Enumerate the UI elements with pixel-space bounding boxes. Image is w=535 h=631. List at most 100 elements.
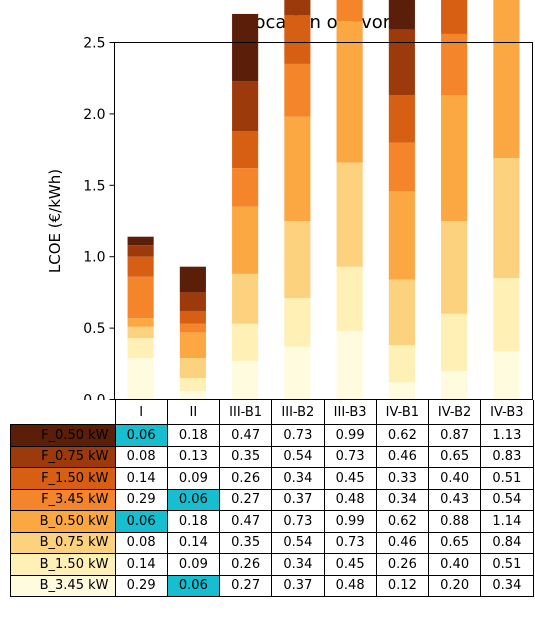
table-cell: 0.88 (428, 510, 482, 533)
table-cell: 0.99 (323, 424, 377, 447)
bar-segment (232, 323, 259, 361)
table-cell: 0.08 (114, 531, 168, 554)
row-label: B_3.45 kW (10, 574, 116, 597)
y-tick-label: 2.0 (83, 107, 105, 123)
bar-segment (284, 15, 311, 64)
column-header: III-B3 (323, 400, 377, 425)
bar-segment (336, 330, 363, 400)
table-cell: 0.99 (323, 510, 377, 533)
bar-segment (127, 326, 154, 339)
y-tick-label: 2.5 (83, 36, 105, 52)
bar-segment (232, 360, 259, 400)
y-tick-label: 0.5 (83, 321, 105, 337)
bar-segment (232, 168, 259, 207)
table-cell: 0.14 (114, 467, 168, 490)
bar-segment (232, 131, 259, 169)
table-cell: 0.09 (166, 467, 220, 490)
bar-segment (493, 158, 520, 279)
table-cell: 0.47 (219, 424, 273, 447)
bar-segment (441, 33, 468, 96)
column-header: II (166, 400, 220, 425)
table-cell: 0.37 (271, 488, 325, 511)
bar-segment (232, 81, 259, 132)
bar-segment (336, 266, 363, 331)
bar-segment (441, 313, 468, 371)
bar-segment (441, 221, 468, 314)
chart-title: Location of Évora (245, 11, 401, 33)
row-label: B_0.75 kW (10, 531, 116, 554)
column-header: I (114, 400, 168, 425)
y-tick-label: 1.0 (83, 250, 105, 266)
bar-segment (493, 350, 520, 400)
bar-segment (284, 298, 311, 347)
table-cell: 0.12 (375, 574, 429, 597)
bar-segment (232, 273, 259, 324)
table-cell: 0.40 (428, 553, 482, 576)
table-cell: 0.35 (219, 531, 273, 554)
bar-segment (441, 95, 468, 221)
table-cell: 0.54 (480, 488, 534, 511)
table-cell: 0.20 (428, 574, 482, 597)
bar-segment (493, 278, 520, 351)
table-cell: 0.46 (375, 445, 429, 468)
bar-segment (284, 221, 311, 299)
row-label: F_0.75 kW (10, 445, 116, 468)
table-cell: 0.62 (375, 424, 429, 447)
table-cell: 0.14 (166, 531, 220, 554)
y-tick-label: 1.5 (83, 178, 105, 194)
bar-segment (493, 0, 520, 159)
bar-segment (388, 0, 415, 30)
column-header: III-B1 (219, 400, 273, 425)
table-cell: 0.48 (323, 488, 377, 511)
table-cell: 0.06 (114, 510, 168, 533)
table-cell: 0.14 (114, 553, 168, 576)
table-cell: 0.34 (271, 467, 325, 490)
bar-segment (127, 256, 154, 277)
y-axis-label: LCOE (€/kWh) (46, 169, 64, 273)
y-axis-ticks: 0.0 0.5 1.0 1.5 2.0 2.5 (83, 36, 115, 400)
table-cell: 0.26 (375, 553, 429, 576)
table-cell: 0.33 (375, 467, 429, 490)
table-cell: 0.26 (219, 467, 273, 490)
bar-segment (388, 345, 415, 383)
table-cell: 0.09 (166, 553, 220, 576)
bar-segment (127, 245, 154, 257)
bar-segment (284, 0, 311, 16)
table-cell: 0.35 (219, 445, 273, 468)
lcoe-chart: Location of Évora LCOE (€/kWh) 0.0 0.5 1.0… (46, 0, 533, 400)
bar-segment (388, 382, 415, 400)
table-cell: 0.29 (114, 574, 168, 597)
table-cell: 0.45 (323, 467, 377, 490)
row-label: B_1.50 kW (10, 553, 116, 576)
table-cell: 0.08 (114, 445, 168, 468)
bar-segment (179, 378, 206, 391)
table-cell: 0.29 (114, 488, 168, 511)
bar-segment (127, 236, 154, 246)
table-cell: 0.45 (323, 553, 377, 576)
table-cell: 0.51 (480, 467, 534, 490)
table-cell: 0.27 (219, 488, 273, 511)
table-cell: 0.34 (271, 553, 325, 576)
bar-segment (127, 338, 154, 359)
table-cell: 0.62 (375, 510, 429, 533)
table-cell: 1.13 (480, 424, 534, 447)
table-cell: 0.73 (271, 424, 325, 447)
bar-segment (441, 370, 468, 400)
bar-segment (336, 21, 363, 163)
bar-segment (336, 162, 363, 267)
table-cell: 0.83 (480, 445, 534, 468)
column-header: IV-B1 (375, 400, 429, 425)
bar-segment (388, 142, 415, 192)
table-cell: 0.54 (271, 531, 325, 554)
bar-segment (127, 318, 154, 327)
row-label: F_3.45 kW (10, 488, 116, 511)
bar-segment (179, 292, 206, 311)
table-cell: 0.87 (428, 424, 482, 447)
table-cell: 0.43 (428, 488, 482, 511)
table-cell: 0.73 (323, 445, 377, 468)
bar-segment (284, 116, 311, 221)
table-cell: 0.06 (166, 574, 220, 597)
table-cell: 0.65 (428, 531, 482, 554)
table-cell: 0.48 (323, 574, 377, 597)
table-cell: 0.27 (219, 574, 273, 597)
